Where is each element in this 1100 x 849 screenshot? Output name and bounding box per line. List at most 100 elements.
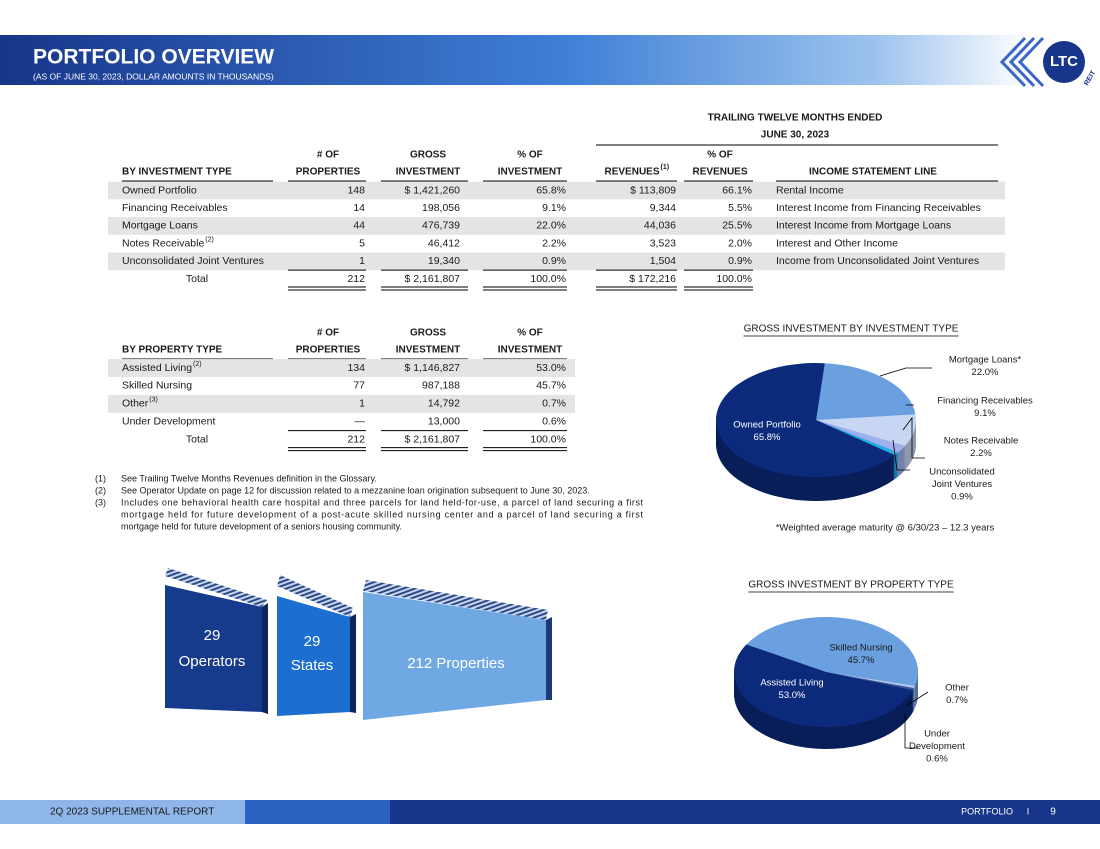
banners [165,568,552,720]
table-cell: $ 113,809 [630,184,676,196]
table-cell: $ 1,421,260 [405,184,461,196]
table-cell: 1 [359,255,365,267]
table-cell: Interest Income from Mortgage Loans [776,220,951,232]
pie-slice [733,644,913,728]
footnote-text: Includes one behavioral health care hosp… [121,497,643,507]
table-cell: 198,056 [422,202,460,214]
column-header: % OF [707,150,733,161]
pie-note: *Weighted average maturity @ 6/30/23 – 1… [776,523,995,534]
leader-line [902,416,925,459]
row-band [108,181,1005,200]
pie-label: Development [909,741,965,752]
table-cell: 77 [353,380,365,392]
table-cell: 0.9% [542,255,566,267]
table-cell: 53.0% [536,362,566,374]
table-cell: 476,739 [422,220,460,232]
total-cell: 212 [347,273,365,285]
column-header: # OF [317,328,339,339]
table-cell: Income from Unconsolidated Joint Venture… [776,255,979,267]
total-cell: 100.0% [716,273,752,285]
pie-slice [716,362,895,478]
table-cell: 46,412 [428,237,460,249]
pie-slice [816,414,916,446]
logo-text: LTC [1050,53,1078,70]
table-cell: 5.5% [728,202,752,214]
footnote-text: mortgage held for future development of … [121,521,402,531]
pie-value: 9.1% [974,408,996,419]
row-band [108,252,1005,271]
logo-sub: REIT [1083,69,1097,87]
pie-label: Unconsolidated [929,467,995,478]
banner-text: 29 [204,627,221,644]
table-cell: 9,344 [650,202,676,214]
footer [0,800,1100,824]
table-cell: 9.1% [542,202,566,214]
pie-value: 22.0% [972,367,999,378]
table-cell: 5 [359,237,365,249]
total-cell: $ 2,161,807 [405,433,461,445]
leader-line [879,367,932,377]
header-note: (1) [661,164,670,171]
table-cell: 14,792 [428,398,460,410]
footer-section: PORTFOLIO [961,806,1013,816]
banner-text: States [291,657,334,674]
table-cell: 45.7% [536,380,566,392]
column-header: BY PROPERTY TYPE [122,345,223,356]
table-cell: 25.5% [722,220,752,232]
table-cell: Interest Income from Financing Receivabl… [776,202,981,214]
column-header: INVESTMENT [498,167,562,178]
row-label: Mortgage Loans [122,220,198,232]
table-cell: 148 [347,184,365,196]
pie-value: 2.2% [970,448,992,459]
table-cell: 44 [353,220,365,232]
row-band [108,217,1005,235]
leader-line [904,714,918,749]
table-cell: 1,504 [650,255,676,267]
table-cell: 1 [359,398,365,410]
pie-label: Assisted Living [760,678,823,689]
footnote-num: (1) [95,473,106,483]
column-header: REVENUES [692,167,747,178]
total-cell: Total [186,433,208,445]
column-header: # OF [317,150,339,161]
leader-line [892,439,910,471]
table-cell: 44,036 [644,220,676,232]
footnote-text: mortgage held for future development of … [121,509,643,519]
page-subtitle: (AS OF JUNE 30, 2023, DOLLAR AMOUNTS IN … [33,71,274,81]
pie-slice [826,672,916,689]
pie-value: 0.6% [926,754,948,765]
banner-text: 212 Properties [407,655,505,672]
pie-label: Financing Receivables [937,396,1033,407]
column-header: PROPERTIES [296,167,361,178]
table-cell: 13,000 [428,415,460,427]
pie-value: 65.8% [754,432,781,443]
pie-label: Owned Portfolio [733,420,801,431]
table-cell: 22.0% [536,220,566,232]
column-header: % OF [517,150,543,161]
pie-label: Mortgage Loans* [949,355,1022,366]
table-cell: 3,523 [650,237,676,249]
footer-report: 2Q 2023 SUPPLEMENTAL REPORT [50,807,214,818]
total-cell: $ 2,161,807 [405,273,461,285]
pie-label: Notes Receivable [944,436,1018,447]
table-cell: 2.0% [728,237,752,249]
total-cell: 212 [347,433,365,445]
column-header: GROSS [410,150,446,161]
pie-slice [816,420,906,453]
row-label: Skilled Nursing [122,380,192,392]
table-cell: 66.1% [722,184,752,196]
table-cell: 134 [347,362,365,374]
table-cell: Interest and Other Income [776,237,898,249]
pie-slice [746,617,918,686]
page-title: PORTFOLIO OVERVIEW [33,46,274,69]
column-header: INCOME STATEMENT LINE [809,167,937,178]
table-cell: 987,188 [422,380,460,392]
column-header: GROSS [410,328,446,339]
row-label: Other [122,398,149,410]
pie-label: Skilled Nursing [829,643,892,654]
row-note: (2) [205,236,214,243]
pie-value: 45.7% [848,655,875,666]
pie-value: 0.7% [946,695,968,706]
table-cell: $ 1,146,827 [405,362,461,374]
